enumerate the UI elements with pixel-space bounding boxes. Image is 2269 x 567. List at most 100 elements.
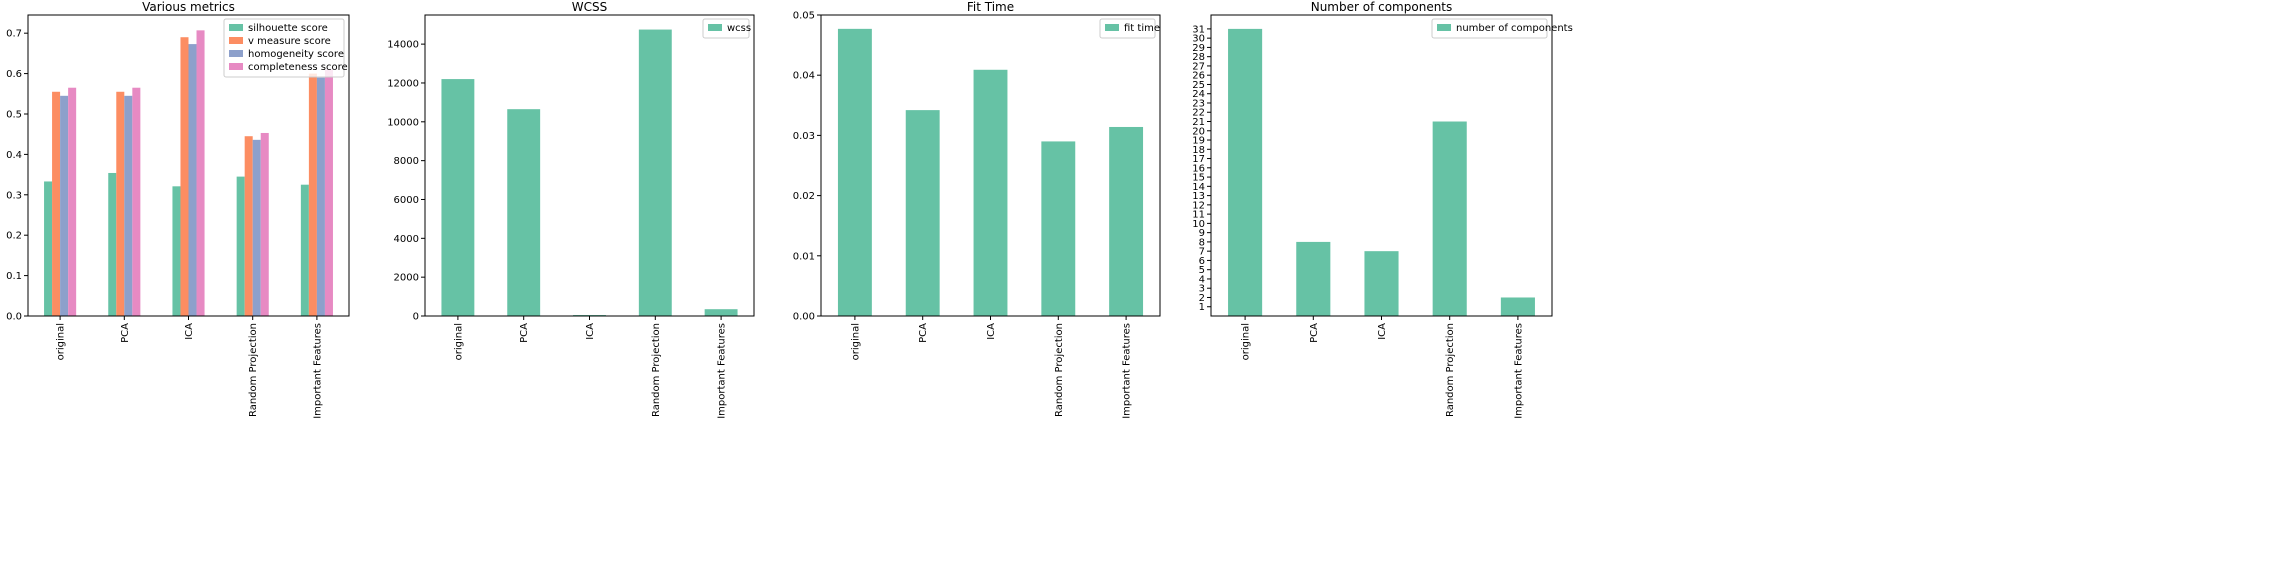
legend-frame — [1099, 18, 1156, 39]
y-tick-label: 19 — [1192, 136, 1205, 147]
x-tick-label: Important Features — [1122, 323, 1133, 419]
y-tick-label: 13 — [1192, 191, 1205, 202]
legend-label: silhouette score — [248, 23, 328, 34]
bar-important-features-fit-time — [1109, 126, 1144, 316]
x-tick-label: PCA — [1309, 323, 1320, 343]
x-tick-label: PCA — [120, 323, 131, 343]
bar-random-projection-v-measure-score — [244, 136, 253, 316]
y-tick-label: 0.05 — [793, 11, 815, 22]
y-tick-label: 6000 — [394, 195, 419, 206]
bar-original-completeness-score — [68, 87, 77, 316]
chart-title: Fit Time — [967, 0, 1014, 14]
legend-swatch — [708, 24, 722, 31]
x-tick-label: ICA — [1377, 323, 1388, 340]
bar-ica-completeness-score — [196, 30, 205, 316]
chart-panel-3: 0.00 0.01 0.02 0.03 0.04 0.05 original PCA ICA Ra… — [793, 0, 1161, 419]
y-tick-label: 10000 — [387, 117, 419, 128]
bar-original-fit-time — [837, 28, 872, 316]
bar-original-v-measure-score — [52, 91, 61, 317]
y-tick-label: 15 — [1192, 173, 1205, 184]
y-tick-label: 25 — [1192, 80, 1205, 91]
y-tick-label: 22 — [1192, 108, 1205, 119]
y-tick-label: 0.04 — [793, 71, 815, 82]
legend-label: homogeneity score — [248, 49, 344, 60]
bar-random-projection-silhouette-score — [236, 176, 245, 316]
y-tick-label: 14 — [1192, 182, 1205, 193]
y-tick-label: 12 — [1192, 200, 1205, 211]
x-tick-label: PCA — [918, 323, 929, 343]
bar-important-features-v-measure-score — [308, 73, 317, 316]
legend-label: completeness score — [248, 62, 348, 73]
y-tick-label: 0.0 — [6, 312, 22, 323]
y-tick-label: 21 — [1192, 117, 1205, 128]
legend-swatch — [229, 24, 243, 31]
y-tick-label: 0.02 — [793, 191, 815, 202]
y-tick-label: 0.2 — [6, 231, 22, 242]
legend-label: v measure score — [248, 36, 331, 47]
y-tick-label: 0.6 — [6, 69, 22, 80]
x-tick-label: Important Features — [312, 323, 323, 419]
y-tick-label: 29 — [1192, 43, 1205, 54]
x-tick-label: Random Projection — [1054, 323, 1065, 417]
y-tick-label: 2000 — [394, 273, 419, 284]
legend: silhouette score v measure score homogenei… — [223, 18, 348, 78]
y-tick-label: 0.00 — [793, 312, 815, 323]
bar-ica-homogeneity-score — [188, 44, 197, 317]
bar-pca-v-measure-score — [116, 91, 125, 317]
chart-title: WCSS — [572, 0, 607, 14]
chart-panel-1: 0.0 0.1 0.2 0.3 0.4 0.5 0.6 0.7 original PCA ICA Ra… — [6, 0, 350, 419]
y-tick-label: 9 — [1199, 228, 1205, 239]
x-tick-label: original — [56, 323, 67, 360]
bar-important-features-homogeneity-score — [316, 77, 325, 317]
legend-swatch — [1437, 24, 1451, 31]
y-tick-label: 16 — [1192, 163, 1205, 174]
y-tick-label: 1 — [1199, 302, 1205, 313]
y-tick-label: 17 — [1192, 154, 1205, 165]
x-tick-label: Important Features — [1513, 323, 1524, 419]
y-tick-label: 26 — [1192, 71, 1205, 82]
y-tick-label: 0.1 — [6, 271, 22, 282]
legend-label: wcss — [727, 23, 751, 34]
y-tick-label: 0.03 — [793, 131, 815, 142]
y-tick-label: 4000 — [394, 234, 419, 245]
legend: number of components — [1431, 18, 1573, 39]
legend-swatch — [1105, 24, 1119, 31]
legend: wcss — [702, 18, 751, 39]
y-tick-label: 6 — [1199, 256, 1205, 267]
y-tick-label: 28 — [1192, 52, 1205, 63]
y-tick-label: 11 — [1192, 210, 1205, 221]
bar-random-projection-wcss — [638, 29, 672, 317]
y-tick-label: 5 — [1199, 265, 1205, 276]
bar-random-projection-homogeneity-score — [252, 139, 261, 316]
legend-swatch — [229, 37, 243, 44]
bar-random-projection-number-of-components — [1432, 121, 1467, 316]
y-tick-label: 24 — [1192, 89, 1205, 100]
bar-original-number-of-components — [1228, 28, 1263, 316]
bar-ica-number-of-components — [1364, 251, 1399, 316]
legend-frame — [1431, 18, 1548, 39]
legend-frame — [702, 18, 750, 39]
x-tick-label: Random Projection — [1445, 323, 1456, 417]
bar-pca-homogeneity-score — [124, 95, 133, 316]
y-tick-label: 0.5 — [6, 109, 22, 120]
bar-pca-fit-time — [905, 110, 940, 317]
y-tick-label: 8 — [1199, 237, 1205, 248]
y-tick-label: 0.7 — [6, 29, 22, 40]
bar-pca-completeness-score — [132, 87, 141, 316]
chart-panel-4: 1234567891011121314151617181920212223242… — [1192, 0, 1573, 419]
bar-pca-silhouette-score — [108, 172, 117, 316]
chart-panel-2: 0 2000 4000 6000 8000 10000 12000 14000 original… — [387, 0, 755, 419]
legend-frame — [223, 18, 345, 78]
bar-important-features-completeness-score — [324, 69, 333, 316]
bar-ica-silhouette-score — [172, 186, 181, 316]
x-tick-label: Random Projection — [651, 323, 662, 417]
legend-label: fit time — [1124, 23, 1160, 34]
y-tick-label: 4 — [1199, 274, 1205, 285]
y-tick-label: 20 — [1192, 126, 1205, 137]
chart-title: Number of components — [1311, 0, 1453, 14]
x-tick-label: PCA — [519, 323, 530, 343]
bar-important-features-wcss — [704, 309, 738, 316]
legend: fit time — [1099, 18, 1160, 39]
bar-original-homogeneity-score — [60, 95, 69, 316]
x-tick-label: ICA — [986, 323, 997, 340]
